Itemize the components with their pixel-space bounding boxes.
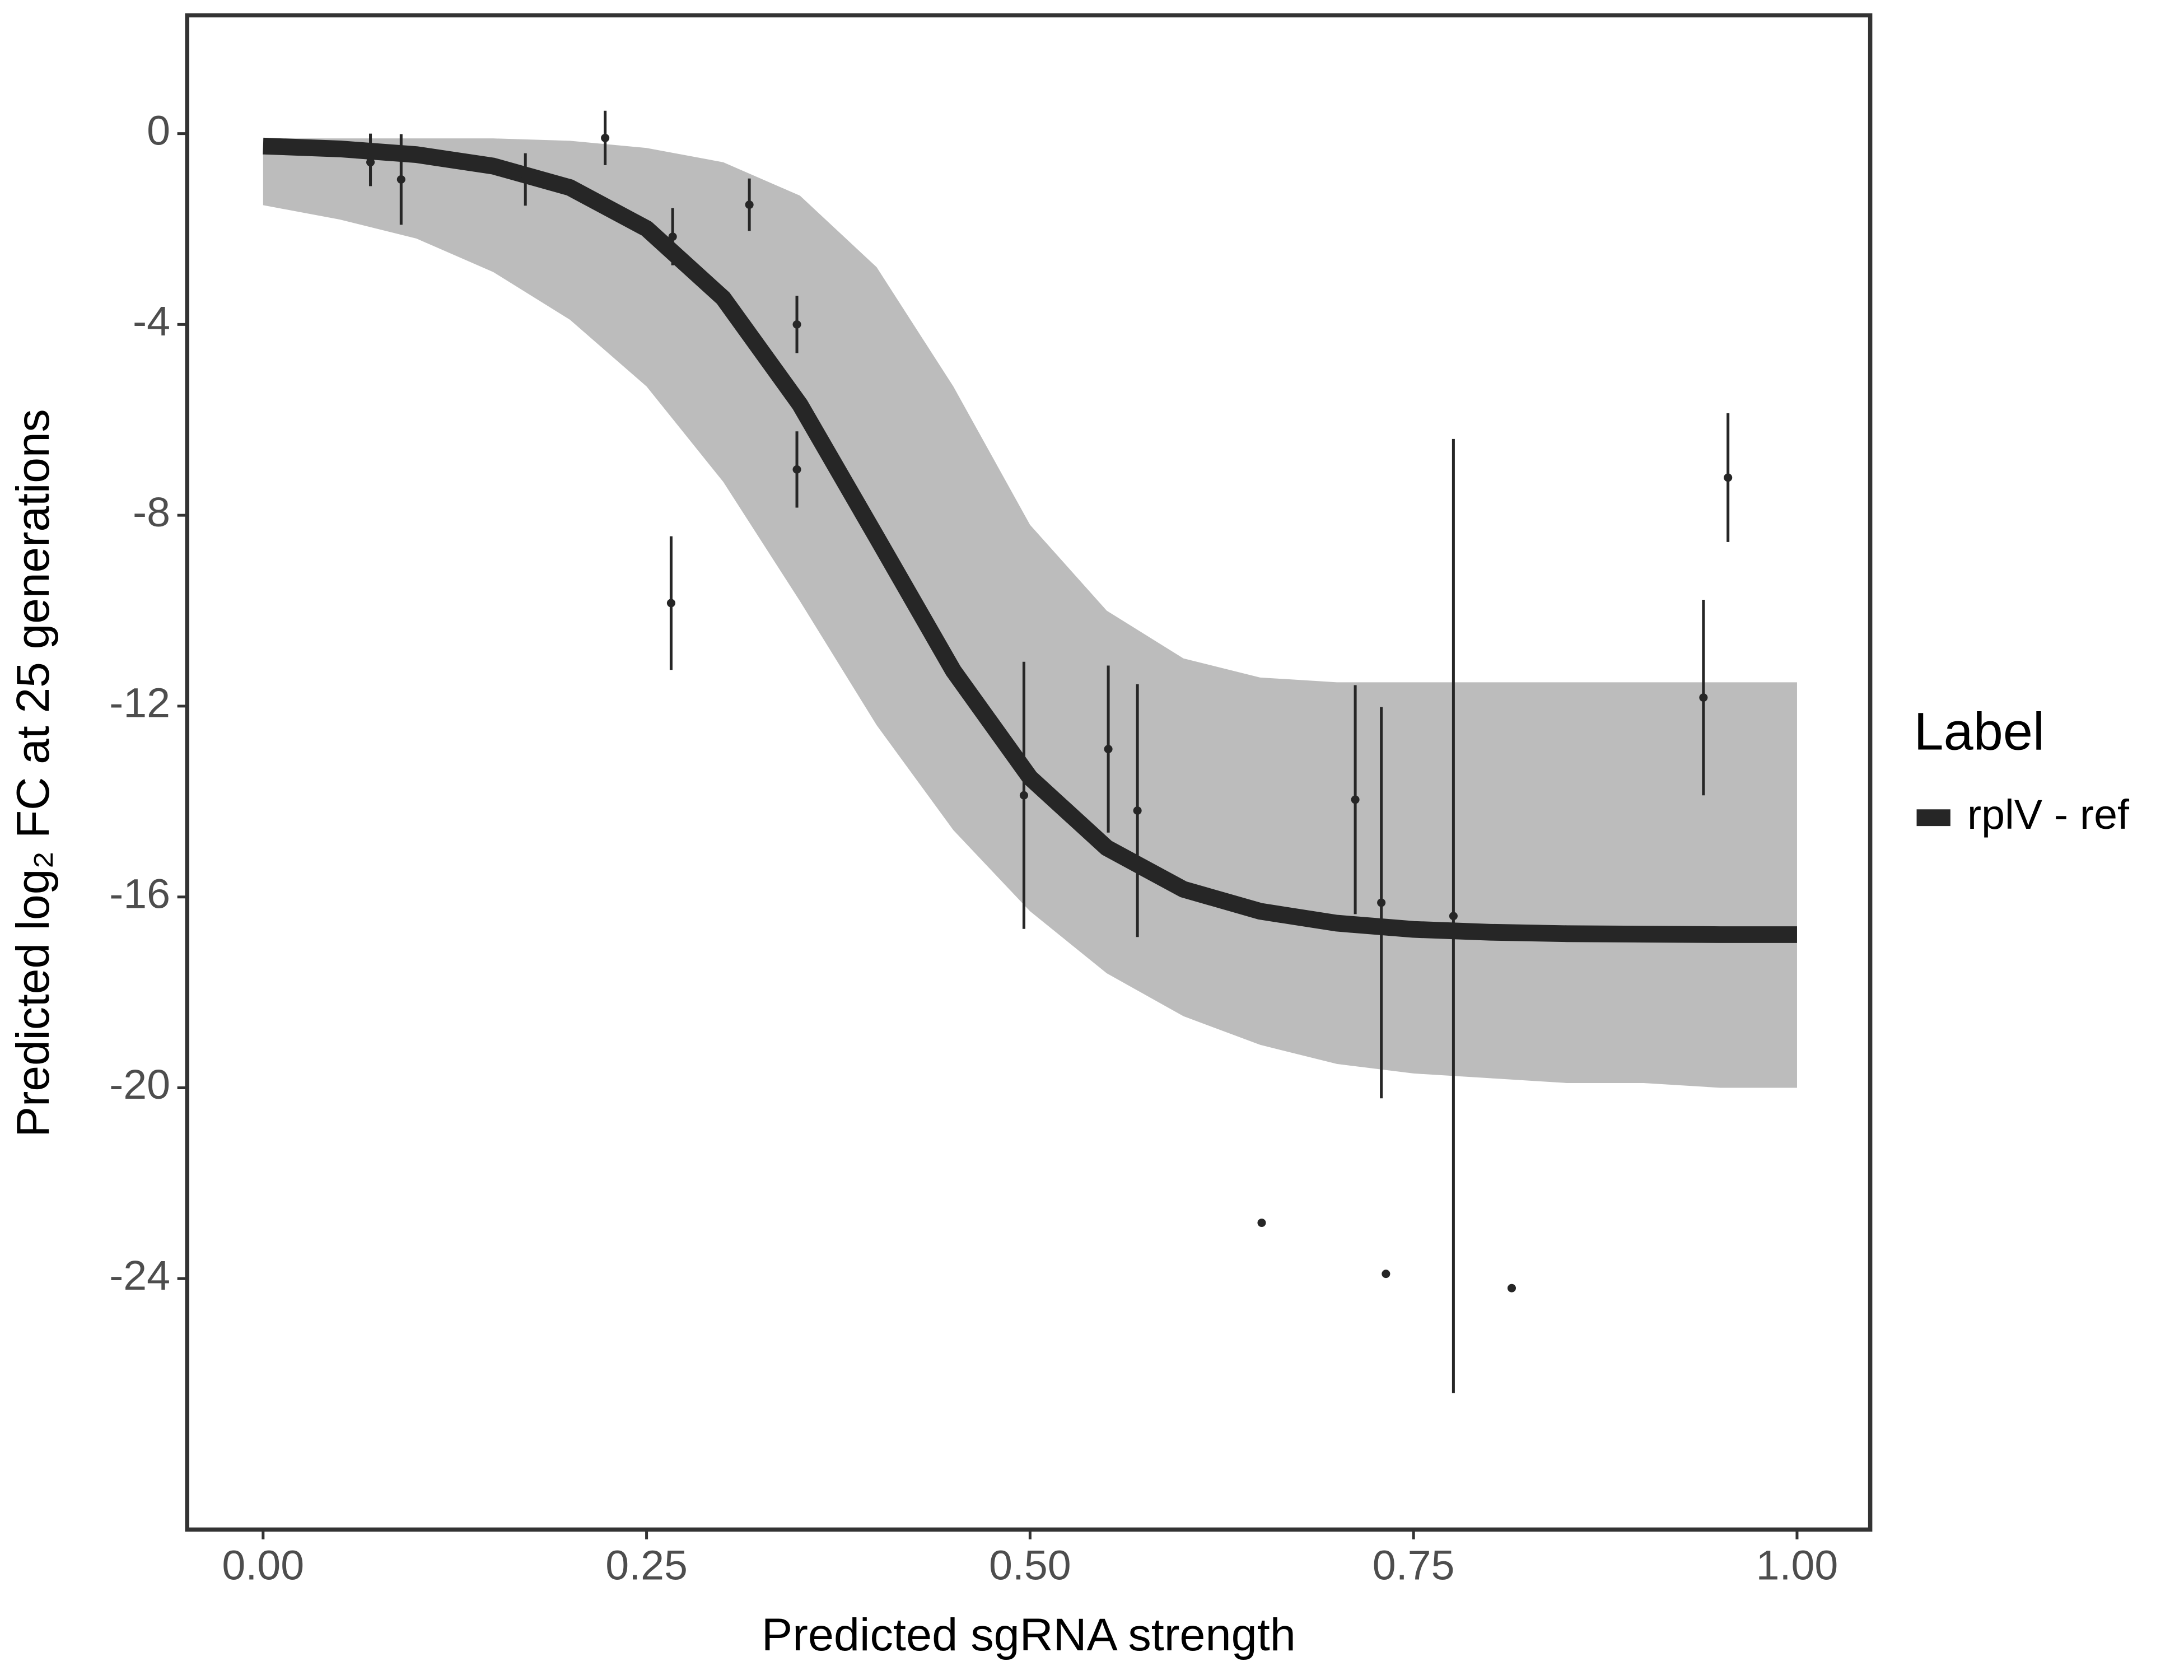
x-tick-label: 0.75	[1373, 1542, 1455, 1589]
data-point	[366, 158, 375, 167]
y-tick-label: -12	[109, 679, 170, 726]
data-point	[1699, 693, 1708, 702]
data-point	[1019, 791, 1028, 800]
data-point	[396, 175, 405, 184]
data-point	[1377, 898, 1386, 907]
data-point	[1133, 806, 1142, 815]
data-point	[792, 320, 801, 329]
sample-band	[263, 138, 1797, 1088]
legend-swatch	[1916, 809, 1950, 827]
data-point	[666, 599, 675, 608]
y-axis-title: Predicted log₂ FC at 25 generations	[7, 409, 59, 1137]
x-axis-title: Predicted sgRNA strength	[762, 1609, 1296, 1660]
data-point	[1104, 745, 1113, 754]
legend-label: rplV - ref	[1967, 791, 2129, 838]
data-point	[1724, 473, 1733, 482]
data-point	[601, 133, 610, 142]
x-tick-label: 0.50	[989, 1542, 1071, 1589]
y-tick-label: -24	[109, 1252, 170, 1299]
data-point	[745, 200, 754, 209]
y-tick-label: -16	[109, 870, 170, 917]
x-tick-label: 0.00	[222, 1542, 304, 1589]
x-tick-label: 1.00	[1756, 1542, 1838, 1589]
data-point	[1382, 1270, 1390, 1278]
fit-line	[263, 137, 1797, 943]
x-tick-label: 0.25	[605, 1542, 688, 1589]
data-point	[1507, 1284, 1516, 1292]
data-point	[792, 465, 801, 474]
data-point	[521, 175, 530, 184]
y-tick-label: -8	[133, 488, 170, 535]
data-point	[1257, 1219, 1266, 1228]
y-tick-label: -20	[109, 1061, 170, 1108]
y-tick-label: -4	[133, 297, 170, 344]
legend-title: Label	[1914, 702, 2045, 761]
y-tick-label: 0	[147, 107, 170, 154]
data-point	[1351, 795, 1360, 804]
data-point	[668, 232, 677, 241]
data-point	[1449, 912, 1458, 921]
